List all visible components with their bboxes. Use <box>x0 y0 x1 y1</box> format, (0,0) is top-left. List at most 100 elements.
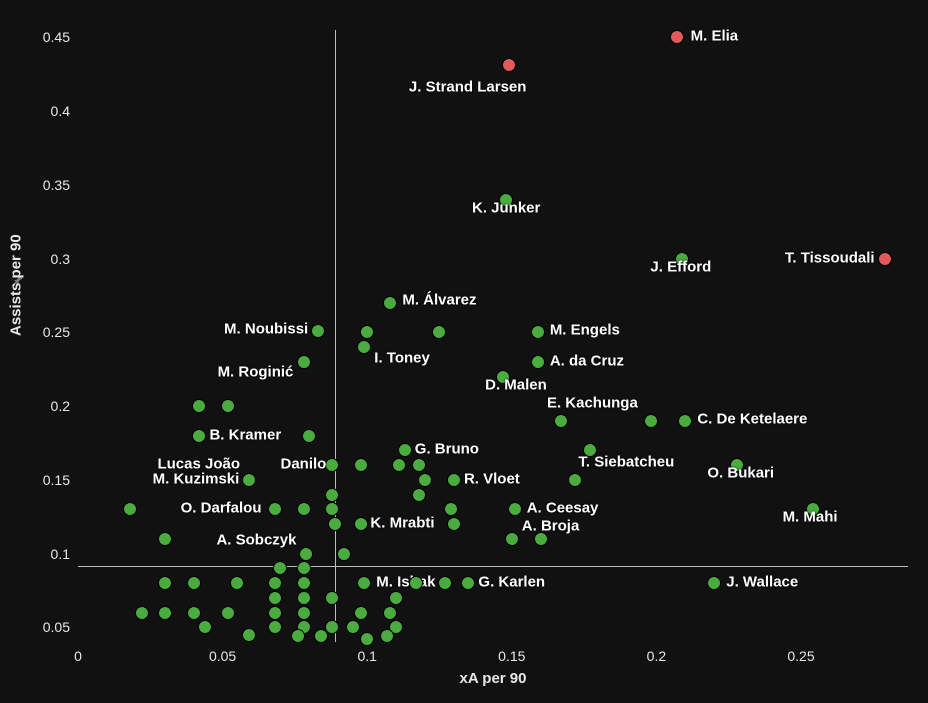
data-point[interactable] <box>389 591 403 605</box>
data-point[interactable] <box>297 606 311 620</box>
data-point[interactable] <box>337 547 351 561</box>
y-tick: 0.05 <box>43 619 70 635</box>
data-point[interactable] <box>447 473 461 487</box>
data-point[interactable] <box>268 591 282 605</box>
data-point[interactable] <box>325 620 339 634</box>
data-point[interactable] <box>354 517 368 531</box>
data-point[interactable] <box>531 325 545 339</box>
data-point[interactable] <box>534 532 548 546</box>
plot-area <box>78 30 908 642</box>
data-point[interactable] <box>447 517 461 531</box>
data-point[interactable] <box>383 606 397 620</box>
data-point-label: K. Junker <box>472 199 540 216</box>
data-point-label: A. Broja <box>522 517 580 534</box>
data-point[interactable] <box>328 517 342 531</box>
data-point-label: T. Siebatcheu <box>578 453 674 470</box>
data-point[interactable] <box>531 355 545 369</box>
data-point[interactable] <box>325 502 339 516</box>
data-point[interactable] <box>297 576 311 590</box>
data-point[interactable] <box>242 628 256 642</box>
data-point[interactable] <box>299 547 313 561</box>
data-point[interactable] <box>123 502 137 516</box>
data-point-label: Danilo <box>280 456 326 473</box>
data-point[interactable] <box>311 324 325 338</box>
data-point[interactable] <box>268 502 282 516</box>
data-point[interactable] <box>221 399 235 413</box>
data-point[interactable] <box>432 325 446 339</box>
data-point[interactable] <box>297 591 311 605</box>
x-tick: 0.1 <box>357 648 376 664</box>
data-point[interactable] <box>444 502 458 516</box>
x-tick: 0.25 <box>787 648 814 664</box>
data-point[interactable] <box>192 399 206 413</box>
data-point[interactable] <box>554 414 568 428</box>
data-point[interactable] <box>878 252 892 266</box>
data-point[interactable] <box>297 561 311 575</box>
data-point[interactable] <box>644 414 658 428</box>
data-point[interactable] <box>505 532 519 546</box>
data-point[interactable] <box>346 620 360 634</box>
data-point-label: A. Sobczyk <box>216 531 296 548</box>
data-point-label: M. Álvarez <box>402 291 476 308</box>
data-point[interactable] <box>192 429 206 443</box>
data-point-label: J. Efford <box>650 258 711 275</box>
data-point[interactable] <box>242 473 256 487</box>
data-point[interactable] <box>461 576 475 590</box>
data-point[interactable] <box>357 340 371 354</box>
y-tick: 0.2 <box>51 398 70 414</box>
data-point[interactable] <box>268 620 282 634</box>
data-point[interactable] <box>325 488 339 502</box>
data-point[interactable] <box>187 606 201 620</box>
data-point[interactable] <box>409 576 423 590</box>
data-point[interactable] <box>230 576 244 590</box>
data-point[interactable] <box>198 620 212 634</box>
scatter-chart: xA per 90 Assists per 90 00.050.10.150.2… <box>0 0 928 703</box>
reference-vline <box>335 30 336 642</box>
data-point-label: K. Mrabti <box>370 515 434 532</box>
data-point[interactable] <box>268 606 282 620</box>
data-point[interactable] <box>354 458 368 472</box>
data-point[interactable] <box>360 325 374 339</box>
data-point[interactable] <box>707 576 721 590</box>
data-point-label: R. Vloet <box>464 470 520 487</box>
data-point[interactable] <box>268 576 282 590</box>
data-point[interactable] <box>354 606 368 620</box>
data-point[interactable] <box>158 606 172 620</box>
y-tick: 0.45 <box>43 29 70 45</box>
data-point[interactable] <box>135 606 149 620</box>
data-point[interactable] <box>297 355 311 369</box>
data-point[interactable] <box>325 591 339 605</box>
data-point[interactable] <box>158 576 172 590</box>
data-point[interactable] <box>380 629 394 643</box>
data-point[interactable] <box>291 629 305 643</box>
y-tick: 0.3 <box>51 251 70 267</box>
data-point[interactable] <box>678 414 692 428</box>
data-point[interactable] <box>187 576 201 590</box>
data-point[interactable] <box>302 429 316 443</box>
data-point[interactable] <box>325 458 339 472</box>
y-axis-label: Assists per 90 <box>8 234 25 336</box>
data-point[interactable] <box>158 532 172 546</box>
data-point[interactable] <box>418 473 432 487</box>
data-point[interactable] <box>412 488 426 502</box>
x-tick: 0.2 <box>647 648 666 664</box>
data-point[interactable] <box>383 296 397 310</box>
data-point[interactable] <box>568 473 582 487</box>
data-point[interactable] <box>508 502 522 516</box>
data-point[interactable] <box>438 576 452 590</box>
data-point[interactable] <box>502 58 516 72</box>
data-point[interactable] <box>357 576 371 590</box>
data-point[interactable] <box>273 561 287 575</box>
x-tick: 0.15 <box>498 648 525 664</box>
data-point[interactable] <box>670 30 684 44</box>
data-point[interactable] <box>221 606 235 620</box>
data-point[interactable] <box>314 629 328 643</box>
data-point-label: M. Roginić <box>218 363 294 380</box>
data-point[interactable] <box>297 502 311 516</box>
x-axis-label: xA per 90 <box>460 670 527 687</box>
data-point-label: M. Ishak <box>376 574 435 591</box>
data-point[interactable] <box>392 458 406 472</box>
data-point[interactable] <box>398 443 412 457</box>
data-point[interactable] <box>412 458 426 472</box>
data-point[interactable] <box>360 632 374 646</box>
